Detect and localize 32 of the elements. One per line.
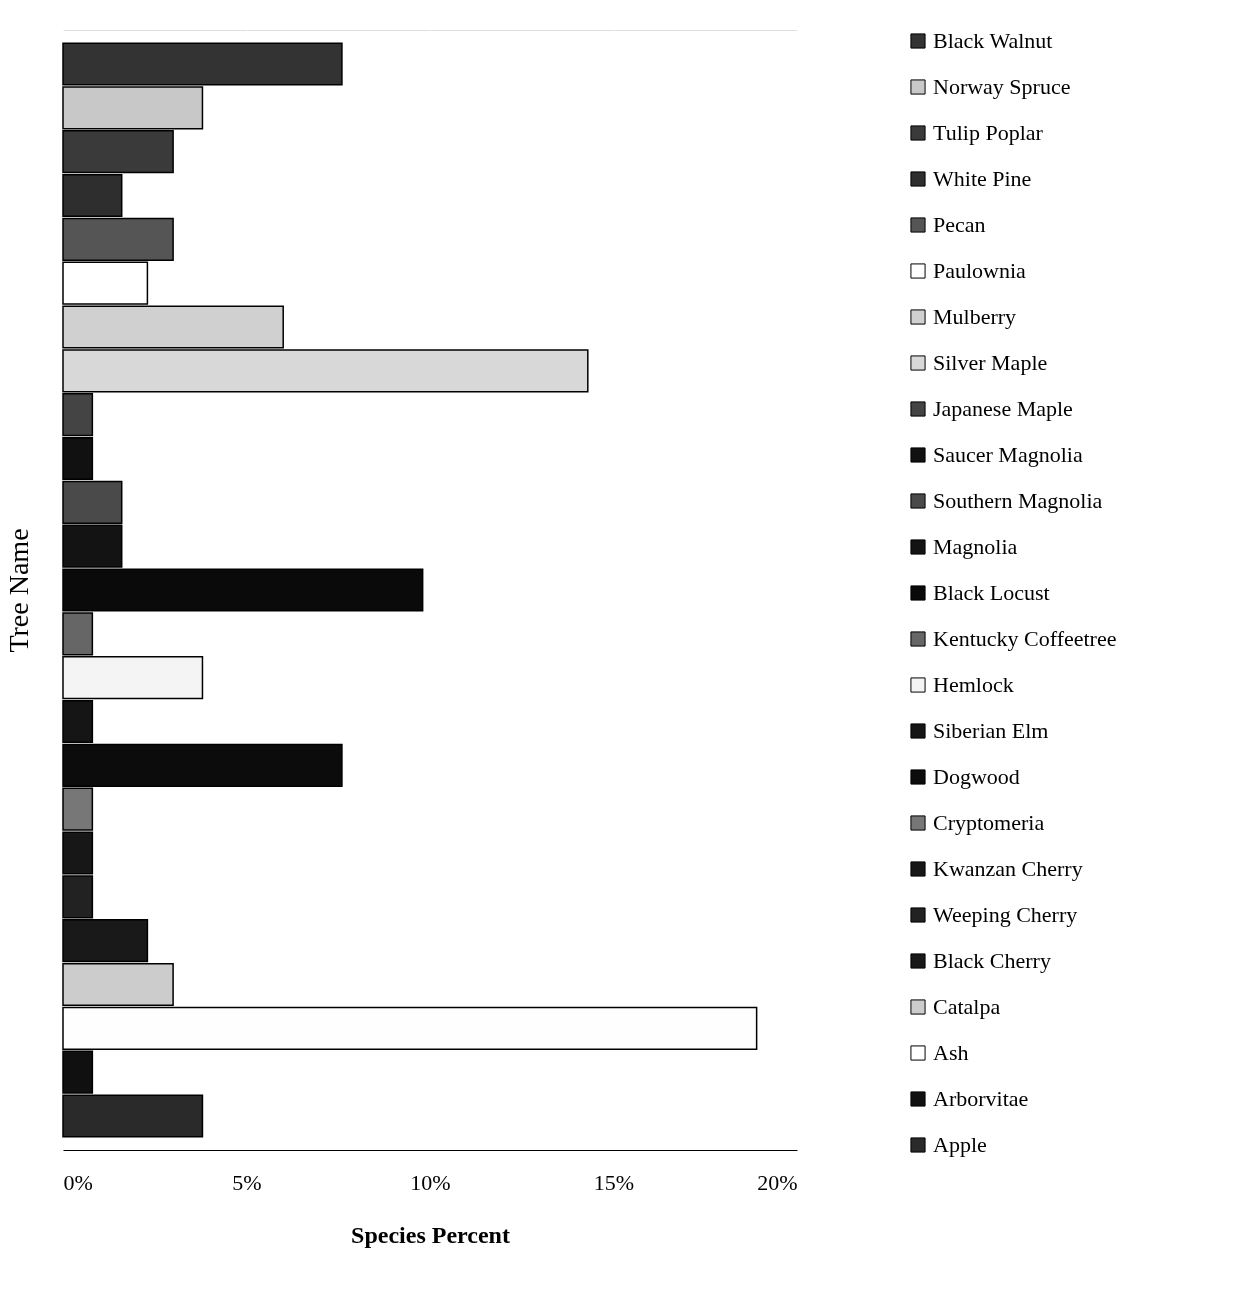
legend-label: Apple xyxy=(933,1132,987,1157)
legend-label: Dogwood xyxy=(933,764,1020,789)
legend-label: Siberian Elm xyxy=(933,718,1049,743)
x-tick-label: 0% xyxy=(63,1169,93,1195)
legend-label: Weeping Cherry xyxy=(933,902,1078,927)
legend-label: Black Cherry xyxy=(933,948,1051,973)
legend-label: Catalpa xyxy=(933,994,1001,1019)
legend-label: Black Locust xyxy=(933,580,1050,605)
legend-label: Magnolia xyxy=(933,534,1018,559)
legend-label: Norway Spruce xyxy=(933,74,1071,99)
legend-label: Mulberry xyxy=(933,304,1017,329)
legend-label: Hemlock xyxy=(933,672,1014,697)
y-axis-title: Tree Name xyxy=(2,528,34,653)
legend-label: Cryptomeria xyxy=(933,810,1045,835)
legend-label: Kwanzan Cherry xyxy=(933,856,1083,881)
legend-label: Ash xyxy=(933,1040,969,1065)
x-axis-title: Species Percent xyxy=(351,1221,510,1248)
legend-label: Japanese Maple xyxy=(933,396,1073,421)
x-tick-label: 20% xyxy=(757,1169,798,1195)
x-tick-label: 5% xyxy=(232,1169,262,1195)
legend-label: Tulip Poplar xyxy=(933,120,1044,145)
legend-label: Saucer Magnolia xyxy=(933,442,1083,467)
x-tick-label: 15% xyxy=(593,1169,635,1195)
legend-label: Southern Magnolia xyxy=(933,488,1103,513)
legend-label: Kentucky Coffeetree xyxy=(933,626,1117,651)
legend-label: Silver Maple xyxy=(933,350,1048,375)
legend-label: Paulownia xyxy=(933,258,1027,283)
legend-label: Pecan xyxy=(933,212,986,237)
x-tick-label: 10% xyxy=(410,1169,451,1195)
legend-label: White Pine xyxy=(933,166,1032,191)
legend-label: Arborvitae xyxy=(933,1086,1029,1111)
legend-label: Black Walnut xyxy=(933,28,1053,53)
